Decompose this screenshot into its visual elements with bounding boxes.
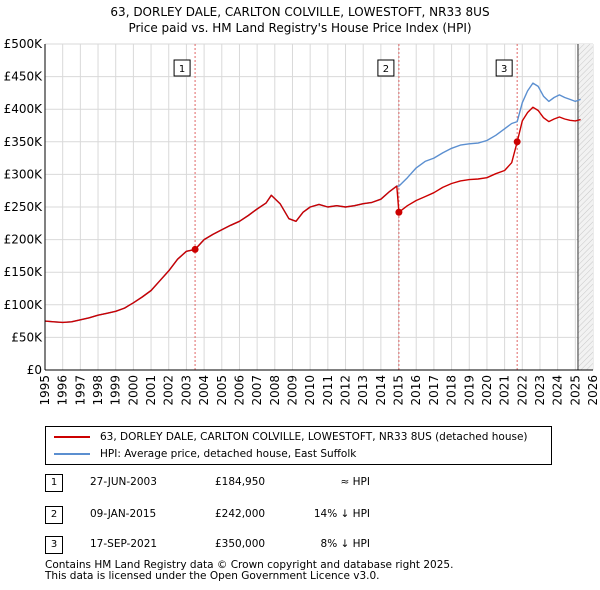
transaction-date: 17-SEP-2021 — [90, 538, 158, 550]
legend-label-hpi: HPI: Average price, detached house, East… — [100, 448, 357, 460]
price-chart: 1 2 3 1995 1996 1997 1998 1999 2000 2001 2002 2003… — [4, 37, 600, 406]
x-tick-label: 2018 — [445, 375, 459, 406]
transaction-hpi: ≈ HPI — [340, 476, 370, 488]
y-tick-label: £500K — [4, 37, 44, 51]
x-tick-label: 2019 — [462, 375, 476, 406]
legend-label-property: 63, DORLEY DALE, CARLTON COLVILLE, LOWES… — [100, 431, 528, 443]
footer-copyright: Contains HM Land Registry data © Crown c… — [45, 559, 454, 571]
transaction-date: 09-JAN-2015 — [90, 508, 157, 520]
sale-point — [513, 138, 521, 146]
x-tick-label: 2007 — [250, 375, 264, 406]
sale-label-number: 3 — [501, 64, 507, 75]
x-tick-label: 1995 — [38, 375, 52, 406]
sale-label-number: 2 — [383, 64, 389, 75]
y-tick-label: £450K — [4, 70, 44, 84]
legend-item-property: 63, DORLEY DALE, CARLTON COLVILLE, LOWES… — [54, 429, 528, 445]
transaction-number: 3 — [45, 536, 63, 554]
chart-subtitle: Price paid vs. HM Land Registry's House … — [128, 21, 472, 35]
x-tick-label: 2000 — [126, 375, 140, 406]
x-tick-label: 2025 — [568, 375, 582, 406]
y-tick-label: £400K — [4, 102, 44, 116]
series-lines — [44, 82, 581, 324]
x-tick-label: 2005 — [215, 375, 229, 406]
sale-label-number: 1 — [179, 64, 185, 75]
legend-item-hpi: HPI: Average price, detached house, East… — [54, 446, 356, 462]
axes: 1995 1996 1997 1998 1999 2000 2001 2002 2003 2004… — [4, 37, 600, 406]
x-tick-label: 2017 — [427, 375, 441, 406]
y-tick-label: £300K — [4, 167, 44, 181]
x-tick-label: 2011 — [321, 375, 335, 406]
sale-point — [395, 208, 403, 216]
transaction-price: £242,000 — [215, 508, 266, 520]
sale-labels: 1 2 3 — [173, 59, 513, 77]
legend-swatch-property — [54, 436, 90, 438]
future-shading — [577, 44, 593, 370]
y-tick-label: £100K — [4, 298, 44, 312]
y-tick-label: £350K — [4, 135, 44, 149]
x-tick-label: 2023 — [533, 375, 547, 406]
legend-swatch-hpi — [54, 453, 90, 455]
transaction-date: 27-JUN-2003 — [90, 476, 157, 488]
x-tick-label: 2003 — [179, 375, 193, 406]
transaction-hpi: 14% ↓ HPI — [313, 508, 370, 520]
x-tick-label: 2013 — [356, 375, 370, 406]
x-tick-label: 2020 — [480, 375, 494, 406]
y-tick-label: £50K — [11, 330, 43, 344]
x-tick-label: 2010 — [303, 375, 317, 406]
x-tick-label: 2021 — [498, 375, 512, 406]
y-tick-label: £250K — [4, 200, 44, 214]
x-tick-label: 1998 — [91, 375, 105, 406]
x-tick-label: 1997 — [73, 375, 87, 406]
x-tick-label: 2016 — [409, 375, 423, 406]
x-tick-label: 2004 — [197, 375, 211, 406]
sale-label-box — [173, 59, 191, 77]
x-tick-label: 2015 — [392, 375, 406, 406]
chart-title: 63, DORLEY DALE, CARLTON COLVILLE, LOWES… — [110, 5, 490, 19]
x-tick-label: 2014 — [374, 375, 388, 406]
footer: Contains HM Land Registry data © Crown c… — [45, 560, 453, 582]
transaction-number: 2 — [45, 506, 63, 524]
sale-points — [191, 138, 521, 253]
sale-point — [191, 245, 199, 253]
transaction-hpi: 8% ↓ HPI — [320, 538, 370, 550]
x-tick-label: 2024 — [551, 375, 565, 406]
grid — [44, 43, 594, 371]
sale-label-box — [495, 59, 513, 77]
x-tick-label: 2022 — [515, 375, 529, 406]
x-tick-label: 1996 — [56, 375, 70, 406]
y-tick-label: £150K — [4, 265, 44, 279]
future-shade — [577, 44, 593, 370]
x-tick-label: 2008 — [268, 375, 282, 406]
x-tick-label: 2001 — [144, 375, 158, 406]
y-tick-label: £0 — [27, 363, 42, 377]
y-tick-label: £200K — [4, 233, 44, 247]
x-tick-label: 2006 — [232, 375, 246, 406]
legend: 63, DORLEY DALE, CARLTON COLVILLE, LOWES… — [45, 426, 552, 465]
transaction-price: £184,950 — [215, 476, 266, 488]
x-tick-label: 1999 — [109, 375, 123, 406]
footer-licence: This data is licensed under the Open Gov… — [45, 570, 380, 582]
sale-label-box — [377, 59, 395, 77]
series-line-property — [44, 106, 581, 324]
transaction-number: 1 — [45, 474, 63, 492]
x-tick-label: 2009 — [285, 375, 299, 406]
transaction-price: £350,000 — [215, 538, 266, 550]
x-tick-label: 2026 — [586, 375, 600, 406]
x-tick-label: 2012 — [339, 375, 353, 406]
x-tick-label: 2002 — [162, 375, 176, 406]
